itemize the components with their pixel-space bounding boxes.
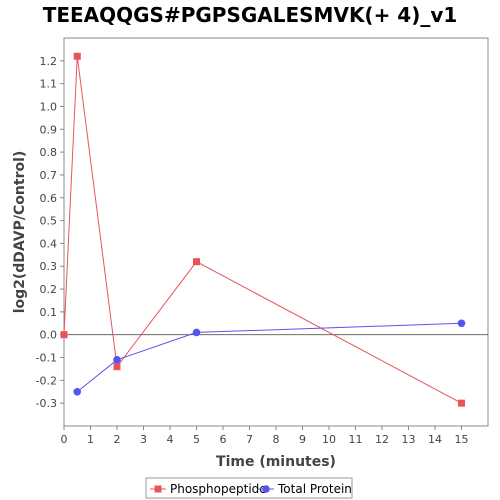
y-tick-label: 0.5 <box>40 215 58 228</box>
chart-title: TEEAQQGS#PGPSGALESMVK(+ 4)_v1 <box>43 3 458 27</box>
total-protein-point <box>73 387 82 396</box>
y-tick-label: 0.2 <box>40 283 58 296</box>
y-tick-label: 0.8 <box>40 146 58 159</box>
legend-items: Phosphopeptide Total Protein <box>150 482 352 496</box>
total-protein-point <box>113 356 121 364</box>
y-tick-label: 0.9 <box>40 123 58 136</box>
phosphopeptide-point <box>113 363 121 371</box>
legend-total-protein-label: Total Protein <box>277 482 352 496</box>
y-axis-label: log2(dDAVP/Control) <box>12 151 28 314</box>
y-axis: -0.3 -0.2 -0.1 0.0 0.1 0.2 0.3 0.4 0.5 0.6 0.7 0.8 0… <box>36 55 64 410</box>
y-tick-label: 1.1 <box>40 78 58 91</box>
x-axis-label: Time (minutes) <box>216 454 336 470</box>
phosphopeptide-point <box>458 399 465 407</box>
legend-phosphopeptide-marker <box>154 485 162 493</box>
y-tick-label: -0.3 <box>36 397 57 410</box>
y-tick-label: 1.0 <box>40 100 58 113</box>
phosphopeptide-point <box>73 52 81 60</box>
phosphopeptide-point <box>60 331 68 339</box>
plot-area <box>63 37 489 427</box>
series-group <box>60 52 466 407</box>
x-tick-label: 7 <box>246 433 253 446</box>
x-tick-label: 14 <box>428 433 442 446</box>
y-tick-label: -0.1 <box>36 352 57 365</box>
phosphopeptide-point <box>193 258 200 266</box>
x-tick-label: 12 <box>375 433 389 446</box>
legend-box <box>145 477 353 499</box>
total-protein-line <box>76 322 462 393</box>
x-tick-label: 10 <box>322 433 336 446</box>
x-tick-label: 3 <box>140 433 147 446</box>
legend: Phosphopeptide Total Protein <box>145 477 353 499</box>
x-tick-label: 0 <box>61 433 68 446</box>
x-tick-label: 13 <box>402 433 416 446</box>
y-tick-label: 0.3 <box>40 260 58 273</box>
y-tick-label: 0.7 <box>40 169 58 182</box>
x-tick-label: 9 <box>299 433 306 446</box>
y-tick-label: 0.4 <box>40 237 58 250</box>
legend-total-protein-marker <box>262 485 270 493</box>
y-tick-label: 0.0 <box>40 329 58 342</box>
x-tick-label: 11 <box>349 433 363 446</box>
y-tick-label: 1.2 <box>40 55 58 68</box>
x-tick-label: 1 <box>87 433 94 446</box>
y-tick-label: -0.2 <box>36 374 57 387</box>
x-tick-label: 6 <box>220 433 227 446</box>
y-tick-label: 0.6 <box>40 192 58 205</box>
legend-phosphopeptide-label: Phosphopeptide <box>170 482 267 496</box>
total-protein-point <box>457 319 466 328</box>
x-axis: 0 1 2 3 4 5 6 7 8 9 10 11 12 13 14 15 <box>61 426 469 446</box>
total-protein-point <box>192 328 201 337</box>
x-tick-label: 5 <box>193 433 200 446</box>
x-tick-label: 4 <box>167 433 174 446</box>
y-tick-label: 0.1 <box>40 306 58 319</box>
x-tick-label: 15 <box>455 433 469 446</box>
x-tick-label: 2 <box>114 433 121 446</box>
x-tick-label: 8 <box>273 433 280 446</box>
